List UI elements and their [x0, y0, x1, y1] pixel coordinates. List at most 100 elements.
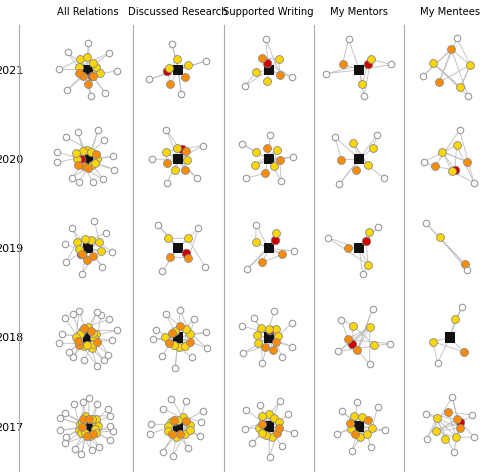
Point — [429, 60, 437, 68]
Point — [423, 435, 431, 443]
Point — [182, 417, 190, 425]
Point — [422, 410, 430, 418]
Point — [106, 437, 114, 445]
Point — [145, 77, 153, 84]
Point — [456, 418, 464, 426]
Point — [464, 93, 472, 101]
Point — [450, 448, 458, 456]
Point — [94, 128, 102, 135]
Point — [146, 421, 154, 428]
Point — [73, 156, 81, 164]
Point — [92, 416, 100, 423]
Point — [196, 433, 204, 440]
Point — [98, 248, 106, 256]
Point — [358, 81, 366, 89]
Point — [336, 181, 344, 188]
Point — [78, 251, 86, 258]
Point — [290, 429, 298, 437]
Point — [288, 319, 296, 327]
Point — [350, 413, 358, 420]
Point — [74, 337, 82, 345]
Point — [74, 238, 82, 246]
Point — [381, 426, 389, 434]
Point — [174, 416, 182, 424]
Point — [54, 149, 62, 157]
Point — [243, 266, 251, 274]
Point — [70, 400, 78, 408]
Point — [367, 57, 375, 64]
Point — [174, 334, 182, 342]
Point — [272, 229, 280, 237]
Point — [184, 62, 192, 70]
Point — [356, 434, 364, 441]
Point — [358, 414, 366, 421]
Point — [84, 423, 92, 430]
Point — [110, 167, 118, 174]
Point — [264, 410, 272, 417]
Point — [75, 426, 83, 434]
Point — [184, 235, 192, 243]
Point — [62, 134, 70, 142]
Point — [176, 323, 184, 330]
Point — [92, 308, 100, 316]
Point — [166, 339, 173, 347]
Point — [239, 350, 247, 357]
Point — [154, 222, 162, 229]
Point — [258, 259, 266, 267]
Point — [88, 149, 96, 157]
Point — [80, 357, 88, 365]
Point — [252, 69, 260, 77]
Point — [88, 73, 96, 80]
Point — [174, 423, 182, 430]
Point — [256, 401, 264, 408]
Point — [456, 424, 464, 432]
Point — [470, 433, 478, 441]
Point — [266, 327, 274, 334]
Point — [458, 303, 466, 311]
Point — [106, 412, 114, 420]
Point — [96, 239, 104, 247]
Point — [76, 420, 84, 428]
Point — [265, 156, 273, 164]
Point — [270, 163, 278, 170]
Point — [74, 162, 82, 169]
Point — [258, 412, 266, 420]
Point — [348, 447, 356, 455]
Point — [95, 443, 103, 451]
Point — [367, 443, 375, 451]
Point — [360, 93, 368, 101]
Point — [188, 354, 196, 361]
Text: My Mentees: My Mentees — [420, 7, 480, 17]
Point — [78, 271, 86, 278]
Point — [290, 154, 298, 161]
Point — [86, 433, 94, 440]
Point — [80, 324, 88, 332]
Point — [346, 419, 354, 426]
Point — [97, 311, 105, 319]
Point — [370, 341, 378, 349]
Point — [278, 251, 286, 258]
Point — [165, 65, 173, 73]
Point — [150, 335, 158, 343]
Point — [174, 156, 182, 164]
Point — [354, 347, 362, 355]
Point — [238, 141, 246, 149]
Point — [270, 308, 278, 316]
Point — [170, 342, 178, 349]
Point — [56, 66, 64, 74]
Point — [273, 147, 281, 154]
Point — [270, 415, 278, 422]
Point — [158, 353, 166, 360]
Point — [436, 234, 444, 242]
Point — [78, 418, 86, 426]
Point — [166, 81, 174, 89]
Point — [199, 142, 207, 150]
Point — [432, 427, 440, 435]
Point — [272, 338, 280, 346]
Point — [84, 334, 92, 342]
Point — [113, 68, 121, 75]
Point — [92, 64, 100, 71]
Point — [263, 60, 271, 67]
Point — [257, 324, 265, 332]
Point — [88, 73, 96, 81]
